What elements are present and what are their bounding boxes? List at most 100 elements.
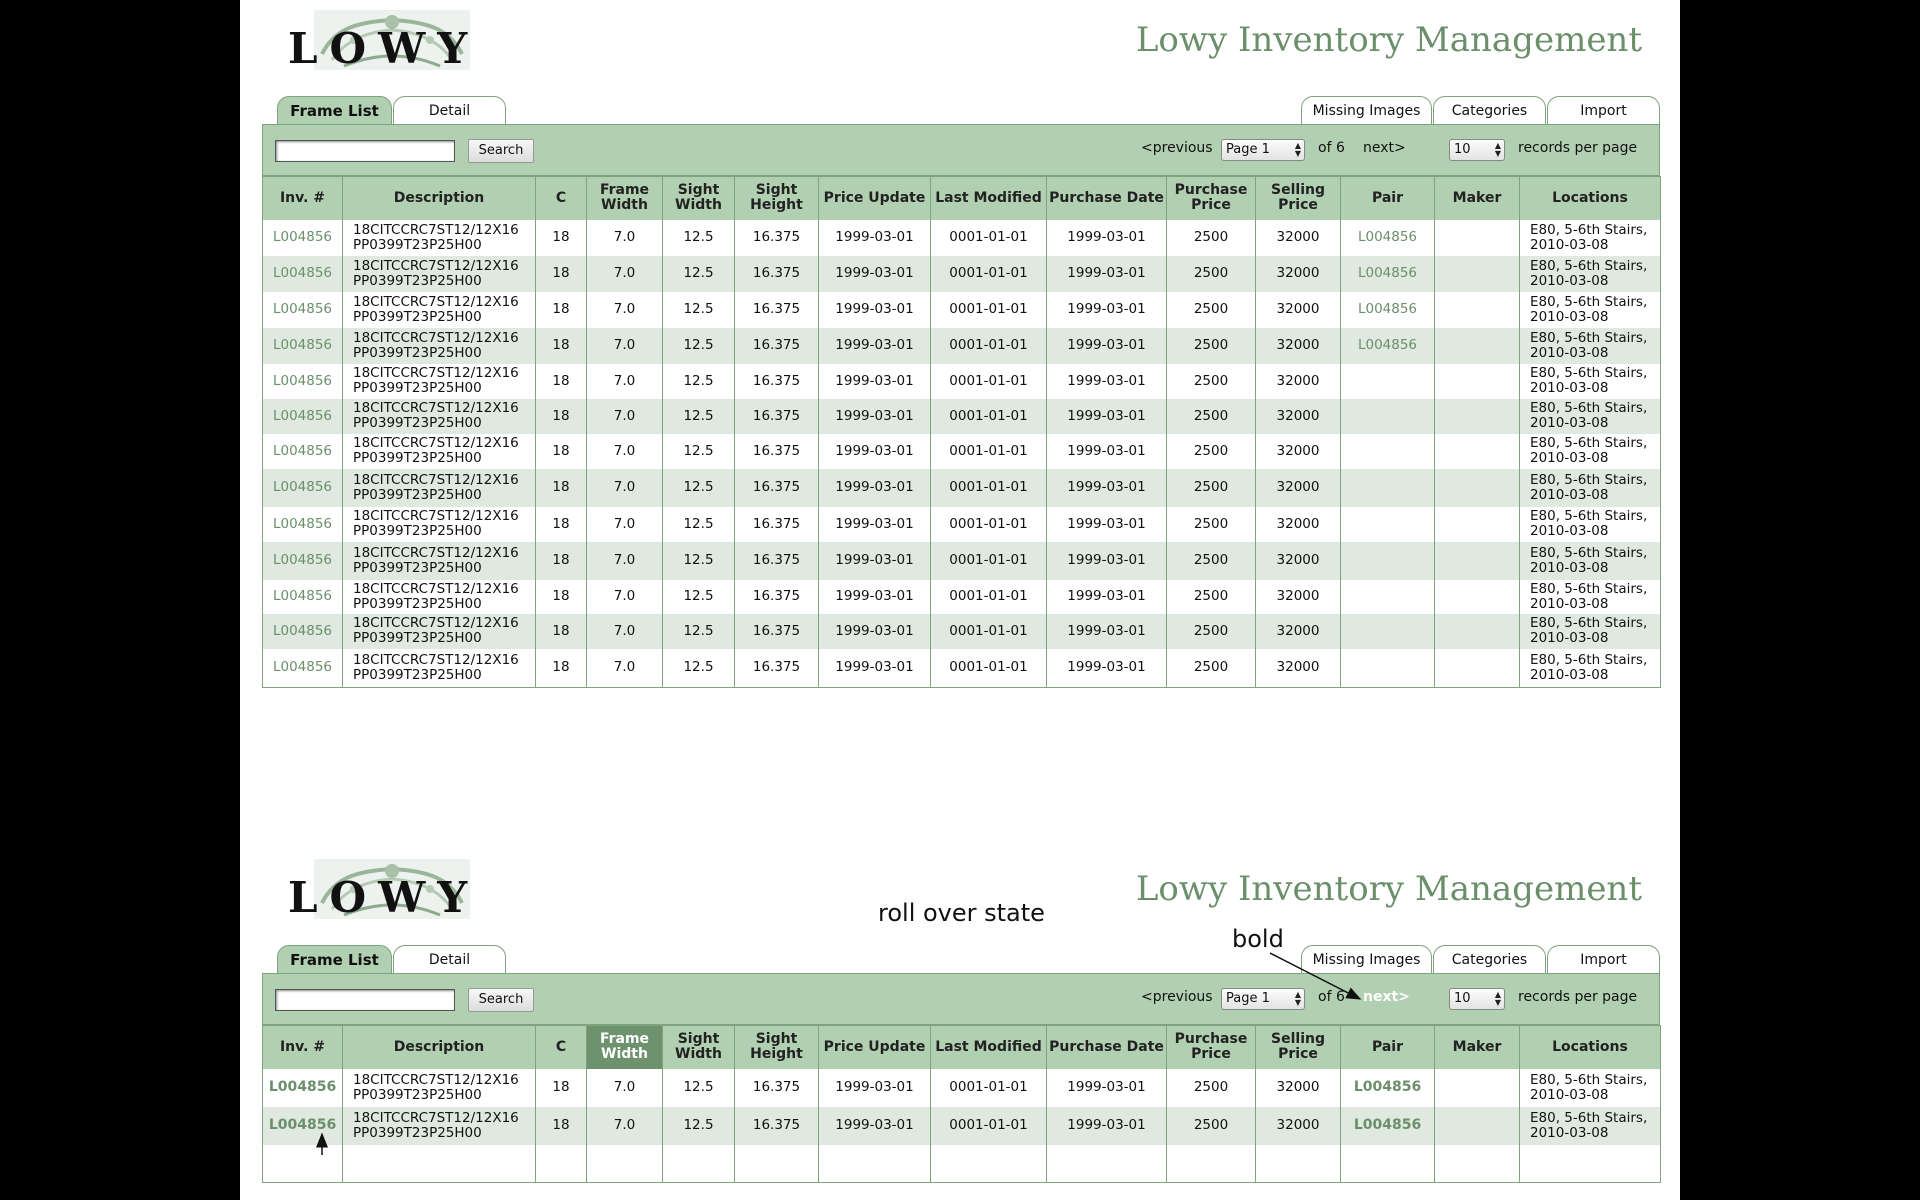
table-row[interactable]: L004856 18CITCCRC7ST12/12X16 PP0399T23P25H… [262, 327, 1661, 364]
cell-inv[interactable]: L004856 [262, 327, 343, 364]
table-row[interactable]: L004856 18CITCCRC7ST12/12X16 PP0399T23P25H… [262, 291, 1661, 328]
cell-inv-link[interactable]: L004856 [272, 301, 333, 317]
tab-missing-images[interactable]: Missing Images [1301, 96, 1432, 124]
cell-inv-link[interactable]: L004856 [272, 337, 333, 353]
header-purchase-date[interactable]: Purchase Date [1046, 1025, 1167, 1069]
cell-inv[interactable]: L004856 [262, 255, 343, 292]
cell-inv[interactable]: L004856 [262, 648, 343, 688]
cell-inv[interactable]: L004856 [262, 363, 343, 399]
header-description[interactable]: Description [342, 176, 536, 220]
header-selling-price[interactable]: Selling Price [1255, 1025, 1341, 1069]
cell-pair[interactable]: L004856 [1340, 255, 1435, 292]
page-select[interactable]: Page 1 ▲ ▼ [1221, 139, 1305, 161]
cell-inv[interactable]: L004856 [262, 291, 343, 328]
previous-link[interactable]: <previous [1141, 989, 1213, 1005]
cell-inv[interactable]: L004856 [262, 468, 343, 507]
header-inv[interactable]: Inv. # [262, 1025, 343, 1069]
table-row[interactable]: L004856 18CITCCRC7ST12/12X16 PP0399T23P25H… [262, 613, 1661, 649]
header-price-update[interactable]: Price Update [818, 176, 931, 220]
cell-inv[interactable]: L004856 [262, 613, 343, 649]
cell-inv[interactable]: L004856 [262, 433, 343, 469]
header-pair[interactable]: Pair [1340, 1025, 1435, 1069]
cell-inv-link[interactable]: L004856 [272, 229, 333, 245]
cell-inv-link[interactable]: L004856 [272, 372, 333, 389]
cell-inv-link[interactable]: L004856 [268, 1117, 337, 1133]
table-row[interactable]: L004856 18CITCCRC7ST12/12X16 PP0399T23P25H… [262, 1068, 1661, 1107]
cell-inv[interactable]: L004856 [262, 579, 343, 614]
table-row[interactable]: L004856 18CITCCRC7ST12/12X16 PP0399T23P25H… [262, 1106, 1661, 1145]
search-button[interactable]: Search [468, 988, 534, 1012]
header-sight-width[interactable]: Sight Width [662, 176, 735, 220]
cell-pair[interactable]: L004856 [1340, 327, 1435, 364]
header-sight-height[interactable]: Sight Height [734, 176, 819, 220]
cell-inv-link[interactable]: L004856 [268, 1079, 337, 1095]
header-last-modified[interactable]: Last Modified [930, 176, 1047, 220]
header-purchase-price[interactable]: Purchase Price [1166, 1025, 1256, 1069]
tab-categories[interactable]: Categories [1433, 945, 1546, 973]
cell-inv[interactable]: L004856 [262, 541, 343, 580]
header-price-update[interactable]: Price Update [818, 1025, 931, 1069]
header-frame-width[interactable]: Frame Width [586, 1025, 663, 1069]
table-row[interactable]: L004856 18CITCCRC7ST12/12X16 PP0399T23P25H… [262, 506, 1661, 542]
tab-import[interactable]: Import [1547, 96, 1660, 124]
tab-missing-images[interactable]: Missing Images [1301, 945, 1432, 973]
tab-frame-list[interactable]: Frame List [277, 96, 392, 126]
header-inv[interactable]: Inv. # [262, 176, 343, 220]
page-select[interactable]: Page 1 ▲ ▼ [1221, 988, 1305, 1010]
records-per-page-select[interactable]: 10 ▲ ▼ [1449, 988, 1505, 1010]
header-last-modified[interactable]: Last Modified [930, 1025, 1047, 1069]
header-c[interactable]: C [535, 1025, 587, 1069]
header-maker[interactable]: Maker [1434, 176, 1520, 220]
table-row[interactable]: L004856 18CITCCRC7ST12/12X16 PP0399T23P25H… [262, 255, 1661, 292]
header-frame-width[interactable]: Frame Width [586, 176, 663, 220]
cell-pair-link[interactable]: L004856 [1357, 229, 1418, 245]
header-purchase-price[interactable]: Purchase Price [1166, 176, 1256, 220]
next-link[interactable]: next> [1363, 140, 1406, 156]
cell-inv[interactable]: L004856 [262, 506, 343, 542]
cell-inv-link[interactable]: L004856 [272, 659, 333, 676]
cell-pair-link[interactable]: L004856 [1353, 1117, 1422, 1133]
tab-frame-list[interactable]: Frame List [277, 945, 392, 975]
cell-inv-link[interactable]: L004856 [272, 622, 333, 639]
tab-import[interactable]: Import [1547, 945, 1660, 973]
cell-inv-link[interactable]: L004856 [272, 552, 333, 568]
cell-inv-link[interactable]: L004856 [272, 479, 333, 495]
tab-detail[interactable]: Detail [393, 945, 506, 973]
tab-detail[interactable]: Detail [393, 96, 506, 124]
search-input[interactable] [275, 140, 455, 162]
header-sight-height[interactable]: Sight Height [734, 1025, 819, 1069]
header-c[interactable]: C [535, 176, 587, 220]
table-row[interactable]: L004856 18CITCCRC7ST12/12X16 PP0399T23P25H… [262, 579, 1661, 614]
table-row[interactable]: L004856 18CITCCRC7ST12/12X16 PP0399T23P25H… [262, 219, 1661, 256]
header-selling-price[interactable]: Selling Price [1255, 176, 1341, 220]
header-locations[interactable]: Locations [1519, 1025, 1661, 1069]
cell-pair-link[interactable]: L004856 [1353, 1079, 1422, 1095]
cell-inv-link[interactable]: L004856 [272, 442, 333, 459]
table-row[interactable]: L004856 18CITCCRC7ST12/12X16 PP0399T23P25H… [262, 648, 1661, 688]
cell-inv-link[interactable]: L004856 [272, 265, 333, 281]
cell-pair[interactable]: L004856 [1340, 1106, 1435, 1145]
table-row[interactable]: L004856 18CITCCRC7ST12/12X16 PP0399T23P25H… [262, 433, 1661, 469]
cell-inv[interactable]: L004856 [262, 1106, 343, 1145]
table-row[interactable]: L004856 18CITCCRC7ST12/12X16 PP0399T23P25H… [262, 398, 1661, 434]
cell-pair-link[interactable]: L004856 [1357, 301, 1418, 317]
cell-pair[interactable]: L004856 [1340, 291, 1435, 328]
table-row[interactable]: L004856 18CITCCRC7ST12/12X16 PP0399T23P25H… [262, 363, 1661, 399]
header-pair[interactable]: Pair [1340, 176, 1435, 220]
search-input[interactable] [275, 989, 455, 1011]
search-button[interactable]: Search [468, 139, 534, 163]
table-row[interactable]: L004856 18CITCCRC7ST12/12X16 PP0399T23P25H… [262, 468, 1661, 507]
header-maker[interactable]: Maker [1434, 1025, 1520, 1069]
header-locations[interactable]: Locations [1519, 176, 1661, 220]
cell-inv-link[interactable]: L004856 [272, 407, 333, 424]
header-purchase-date[interactable]: Purchase Date [1046, 176, 1167, 220]
cell-inv[interactable]: L004856 [262, 398, 343, 434]
cell-inv-link[interactable]: L004856 [272, 588, 333, 604]
tab-categories[interactable]: Categories [1433, 96, 1546, 124]
next-link-hover[interactable]: next> [1363, 989, 1410, 1005]
cell-pair-link[interactable]: L004856 [1357, 265, 1418, 281]
cell-pair-link[interactable]: L004856 [1357, 337, 1418, 353]
cell-pair[interactable]: L004856 [1340, 219, 1435, 256]
previous-link[interactable]: <previous [1141, 140, 1213, 156]
records-per-page-select[interactable]: 10 ▲ ▼ [1449, 139, 1505, 161]
